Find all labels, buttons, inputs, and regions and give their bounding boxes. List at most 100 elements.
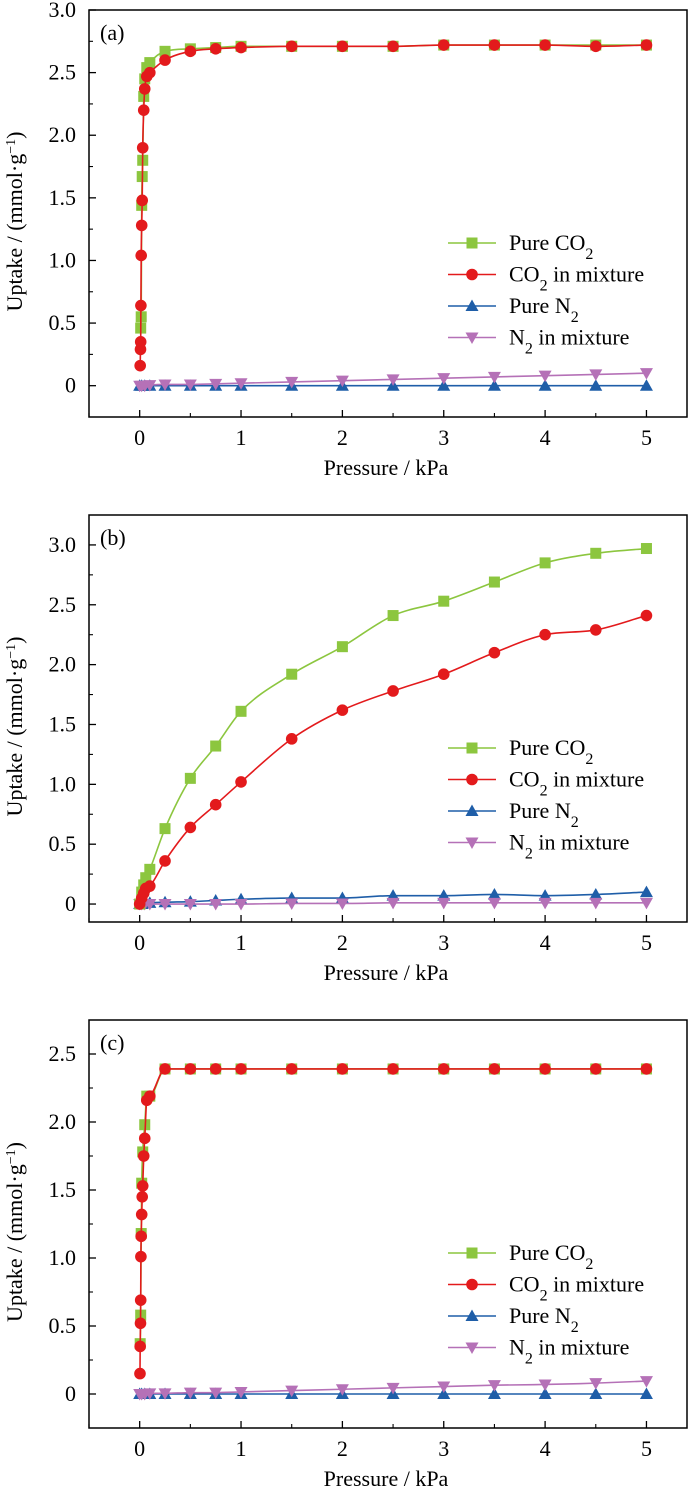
panel-label: (c) bbox=[100, 1030, 124, 1055]
y-tick-label: 2.0 bbox=[49, 1109, 77, 1134]
legend-label: N2 in mixture bbox=[509, 325, 629, 358]
data-point bbox=[437, 668, 450, 681]
series-co2-in-mixture bbox=[133, 609, 653, 910]
data-point bbox=[143, 899, 157, 911]
legend-item-n2-in-mixture: N2 in mixture bbox=[448, 1335, 629, 1367]
data-point bbox=[137, 104, 150, 116]
data-point bbox=[138, 83, 151, 95]
data-point bbox=[159, 855, 171, 867]
data-point bbox=[589, 887, 603, 900]
data-point bbox=[209, 378, 223, 391]
data-point bbox=[144, 880, 156, 892]
legend-item-pure-n2: Pure N2 bbox=[448, 1303, 579, 1336]
data-point bbox=[640, 1063, 653, 1075]
data-point bbox=[134, 1317, 147, 1330]
data-point bbox=[235, 705, 247, 717]
y-tick-label: 1.0 bbox=[49, 1245, 77, 1270]
panel-label: (a) bbox=[100, 20, 124, 45]
data-point bbox=[386, 1382, 400, 1395]
series-pure-co2 bbox=[135, 39, 652, 334]
data-point bbox=[159, 823, 171, 835]
panel-label: (b) bbox=[100, 525, 126, 550]
x-axis-title: Pressure / kPa bbox=[324, 960, 449, 985]
data-point bbox=[589, 624, 602, 636]
data-point bbox=[437, 373, 451, 385]
data-point bbox=[286, 668, 298, 680]
data-point bbox=[488, 39, 501, 51]
data-point bbox=[209, 1387, 223, 1400]
data-point bbox=[234, 1386, 248, 1399]
data-point bbox=[140, 872, 152, 884]
data-point bbox=[134, 1367, 146, 1380]
data-point bbox=[210, 740, 222, 752]
legend-marker bbox=[466, 237, 478, 249]
data-point bbox=[184, 821, 197, 834]
plot-area-a bbox=[133, 39, 653, 393]
data-point bbox=[336, 641, 348, 653]
legend-label: CO2 in mixture bbox=[509, 262, 644, 295]
x-tick-label: 3 bbox=[438, 425, 449, 450]
series-n2-in-mixture bbox=[133, 1376, 653, 1401]
plot-frame-b bbox=[88, 514, 688, 923]
y-tick-label: 2.0 bbox=[49, 122, 77, 147]
legend-item-pure-co2: Pure CO2 bbox=[448, 1240, 593, 1273]
x-tick-label: 5 bbox=[641, 1436, 652, 1461]
data-point bbox=[487, 887, 501, 900]
y-tick-label: 1.5 bbox=[49, 185, 77, 210]
x-tick-label: 0 bbox=[134, 930, 145, 955]
legend-label: Pure N2 bbox=[509, 293, 579, 326]
data-point bbox=[387, 40, 399, 53]
data-point bbox=[487, 379, 501, 391]
x-tick-label: 2 bbox=[337, 425, 348, 450]
x-tick-label: 4 bbox=[540, 1436, 551, 1461]
legend-marker bbox=[465, 1342, 479, 1354]
x-tick-label: 0 bbox=[134, 1436, 145, 1461]
plot-area-c bbox=[133, 1063, 653, 1401]
y-tick-label: 2.5 bbox=[49, 1041, 77, 1066]
data-point bbox=[589, 369, 603, 381]
y-tick-label: 3.0 bbox=[49, 532, 77, 557]
legend-label: Pure CO2 bbox=[509, 1240, 593, 1273]
chart-panel-c: 0 1 2 3 4 5 0 0.5 1.0 1.5 2.0 2.5 Pressure / kPa Upta… bbox=[2, 1019, 688, 1490]
x-tick-label: 5 bbox=[641, 930, 652, 955]
data-point bbox=[136, 1180, 149, 1192]
data-point bbox=[640, 543, 652, 555]
data-point bbox=[285, 1063, 298, 1075]
x-tick-label: 1 bbox=[236, 930, 247, 955]
y-tick-label: 1.5 bbox=[49, 711, 77, 736]
x-tick-label: 3 bbox=[438, 930, 449, 955]
y-tick-label: 1.0 bbox=[49, 247, 77, 272]
series-pure-co2 bbox=[134, 1063, 652, 1350]
data-point bbox=[143, 380, 157, 392]
data-point bbox=[589, 1063, 602, 1075]
data-point bbox=[538, 379, 552, 391]
data-point bbox=[134, 359, 146, 372]
data-point bbox=[134, 1340, 146, 1353]
data-point bbox=[437, 889, 451, 901]
data-point bbox=[184, 1063, 197, 1075]
data-point bbox=[437, 39, 450, 51]
series-co2-in-mixture bbox=[134, 39, 653, 372]
data-point bbox=[158, 899, 172, 911]
legend-marker bbox=[465, 804, 479, 816]
legend-label: CO2 in mixture bbox=[509, 767, 644, 800]
y-axis-title: Uptake / (mmol·g−1) bbox=[2, 132, 27, 312]
data-point bbox=[639, 1387, 653, 1399]
data-point bbox=[487, 1387, 501, 1399]
data-point bbox=[386, 889, 400, 901]
data-point bbox=[539, 39, 551, 51]
data-point bbox=[590, 547, 602, 559]
x-axis-title: Pressure / kPa bbox=[324, 455, 449, 480]
legend-marker bbox=[466, 1278, 478, 1291]
legend-item-co2-in-mixture: CO2 in mixture bbox=[448, 1272, 644, 1304]
data-point bbox=[159, 1063, 171, 1075]
data-point bbox=[589, 1387, 603, 1399]
data-point bbox=[235, 1063, 247, 1075]
data-point bbox=[183, 1387, 197, 1400]
data-point bbox=[234, 899, 248, 911]
legend-label: Pure CO2 bbox=[509, 230, 593, 263]
data-point bbox=[639, 885, 653, 898]
y-tick-label: 0 bbox=[65, 891, 76, 916]
data-point bbox=[488, 576, 500, 588]
